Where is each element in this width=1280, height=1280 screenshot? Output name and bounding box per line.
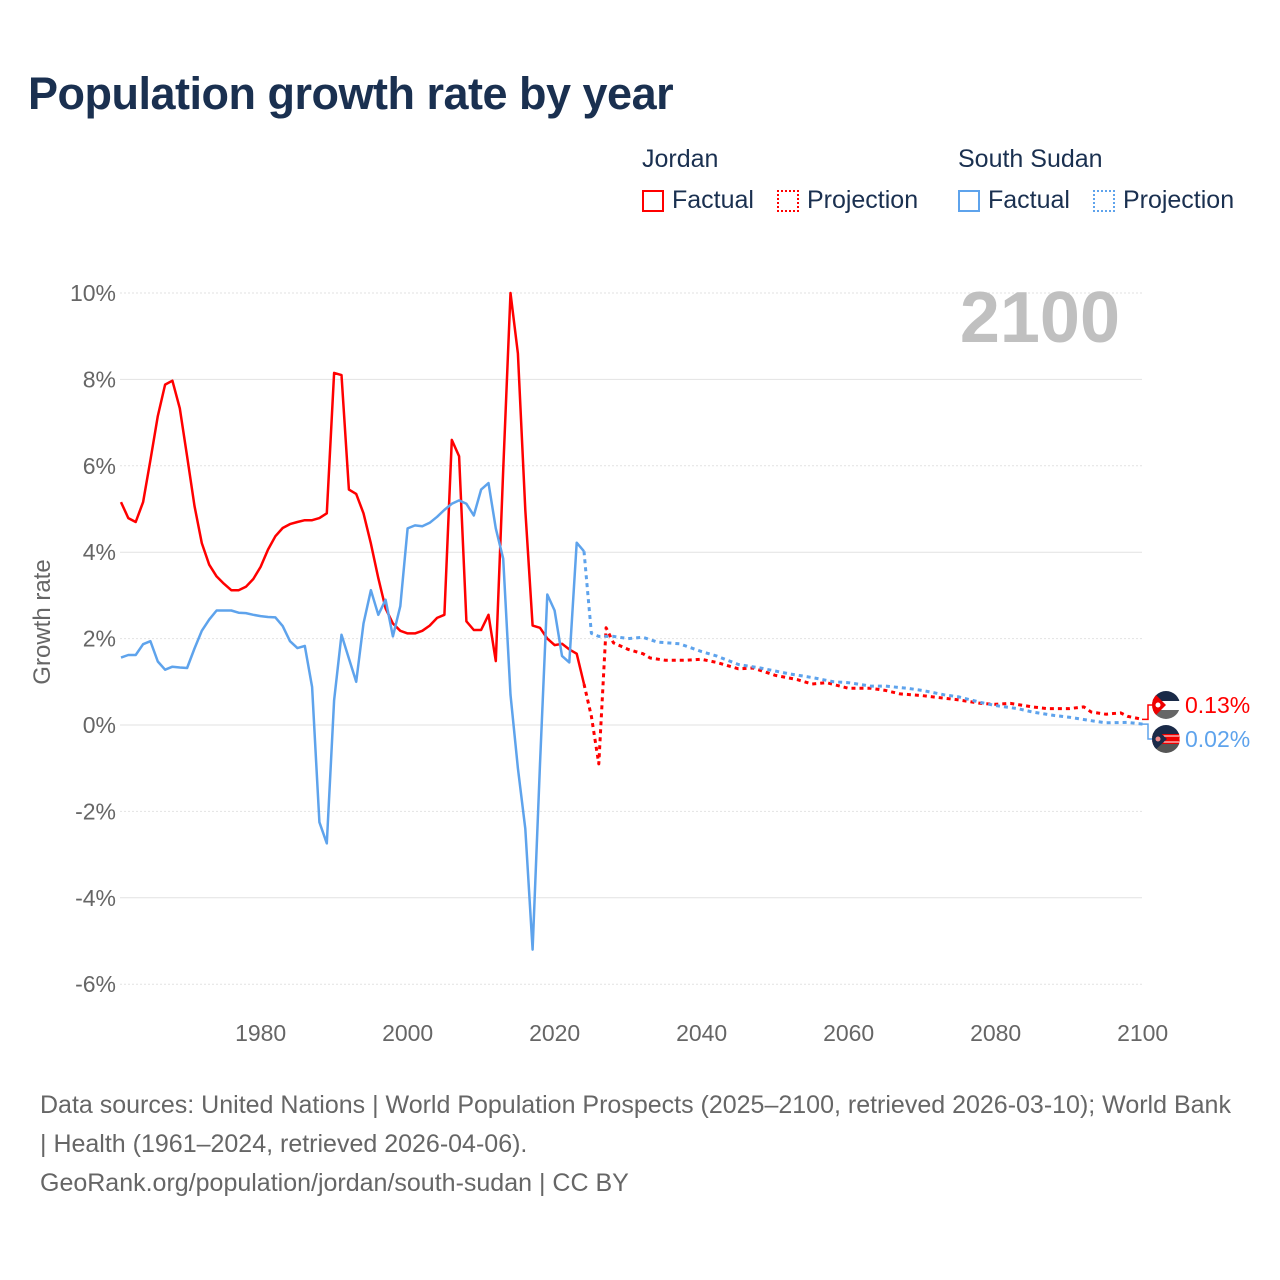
page-title: Population growth rate by year <box>28 68 674 119</box>
footer: Data sources: United Nations | World Pop… <box>40 1086 1240 1203</box>
leader-line <box>1142 723 1152 740</box>
leader-line <box>1142 704 1152 721</box>
y-tick-label: 8% <box>83 366 116 392</box>
x-tick-label: 2040 <box>676 1020 727 1046</box>
x-tick-label: 1980 <box>235 1020 286 1046</box>
y-tick-label: 10% <box>70 280 116 306</box>
legend-group-label: Jordan <box>642 145 719 173</box>
legend-item-jordan-factual[interactable]: Factual <box>642 186 754 215</box>
flag-stripe <box>1152 710 1180 719</box>
south-sudan-flag-icon <box>1152 725 1180 753</box>
flag-body <box>1152 725 1180 753</box>
jordan-factual-line <box>119 291 586 685</box>
flag-stripe <box>1152 691 1180 701</box>
flag-body <box>1152 691 1180 719</box>
south-sudan-projection-line <box>582 551 1143 726</box>
y-tick-label: 6% <box>83 453 116 479</box>
jordan-projection-line <box>582 626 1143 766</box>
x-tick-label: 2000 <box>382 1020 433 1046</box>
data-sources: Data sources: United Nations | World Pop… <box>40 1091 1231 1158</box>
jordan-flag-icon <box>1152 691 1180 719</box>
y-axis-label: Growth rate <box>29 559 56 684</box>
legend-group-jordan: Jordan Factual Projection <box>642 145 934 219</box>
legend-item-south-sudan-projection[interactable]: Projection <box>1092 186 1235 215</box>
end-value-label: 0.13% <box>1185 692 1250 718</box>
flag-star <box>1155 736 1161 742</box>
south-sudan-factual-line <box>120 481 585 951</box>
legend-label: Factual <box>672 186 754 214</box>
flag-star <box>1155 702 1161 708</box>
x-tick-label: 2080 <box>970 1020 1021 1046</box>
legend-label: Factual <box>988 186 1070 214</box>
x-tick-label: 2020 <box>529 1020 580 1046</box>
flag-stripe <box>1152 725 1180 734</box>
y-tick-label: -2% <box>75 798 116 824</box>
y-tick-label: -4% <box>75 885 116 911</box>
y-tick-label: -6% <box>75 971 116 997</box>
flag-stripe <box>1152 701 1180 710</box>
legend-item-south-sudan-factual[interactable]: Factual <box>958 186 1070 215</box>
flag-stripe <box>1152 744 1180 753</box>
legend-label: Projection <box>806 186 919 214</box>
x-tick-label: 2100 <box>1117 1020 1168 1046</box>
legend-item-jordan-projection[interactable]: Projection <box>776 186 919 215</box>
x-tick-label: 2060 <box>823 1020 874 1046</box>
y-tick-label: 4% <box>83 539 116 565</box>
credit-link[interactable]: GeoRank.org/population/jordan/south-suda… <box>40 1169 629 1197</box>
end-value-label: 0.02% <box>1185 726 1250 752</box>
legend-group-south-sudan: South Sudan Factual Projection <box>958 145 1234 219</box>
legend-label: Projection <box>1122 186 1235 214</box>
legend-group-label: South Sudan <box>958 145 1103 173</box>
y-tick-label: 0% <box>83 712 116 738</box>
legend-swatch-dotted <box>1092 189 1115 212</box>
legend-swatch-solid <box>958 189 980 212</box>
y-tick-label: 2% <box>83 626 116 652</box>
year-watermark: 2100 <box>960 278 1120 358</box>
legend-swatch-solid <box>642 189 664 212</box>
legend-swatch-dotted <box>776 189 799 212</box>
line-chart: 10% 8% 6% 4% 2% 0% -2% -4% -6% 1980 2000 2020 2040 20… <box>29 278 1250 1046</box>
